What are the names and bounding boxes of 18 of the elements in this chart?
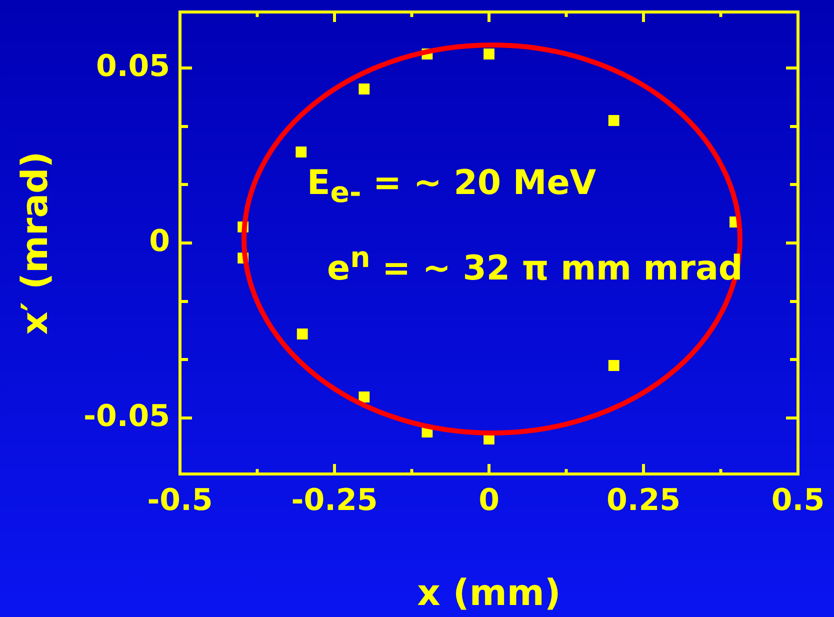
point xyxy=(296,328,308,340)
y-axis-title: x′ (mrad) xyxy=(14,151,56,335)
y-tick-label: 0.05 xyxy=(96,48,170,84)
point xyxy=(358,84,370,94)
y-tick-label: -0.05 xyxy=(84,398,170,434)
x-tick-label: -0.25 xyxy=(291,482,378,518)
point xyxy=(484,48,494,60)
y-tick-label: 0 xyxy=(149,224,170,259)
annotation: E$_{e-}$ = ~ 20 MeV xyxy=(307,163,596,209)
x-tick-label: 0.5 xyxy=(771,482,825,518)
x-tick-label: 0.25 xyxy=(606,482,681,518)
point xyxy=(608,360,620,371)
point xyxy=(358,392,370,402)
point xyxy=(296,146,307,158)
point xyxy=(608,115,620,126)
x-tick-label: -0.5 xyxy=(147,482,213,518)
x-axis-title: x (mm) xyxy=(417,572,561,614)
x-tick-label: 0 xyxy=(478,482,500,518)
